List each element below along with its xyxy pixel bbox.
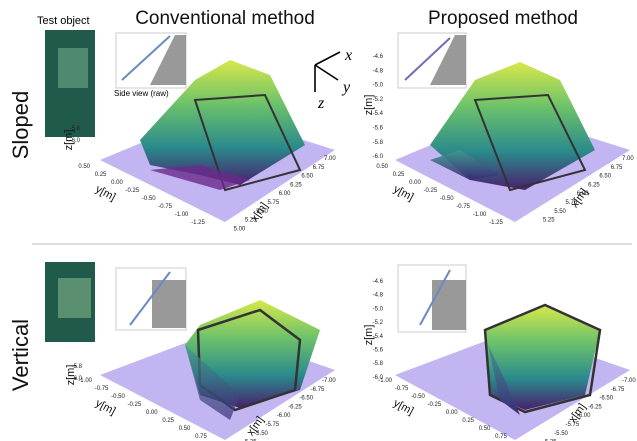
x-tick-label: 6.00: [279, 191, 291, 197]
y-tick-label: -0.50: [440, 196, 454, 202]
y-tick-label: 0.25: [95, 172, 107, 178]
x-tick-label: 7.00: [622, 156, 634, 162]
z-tick-label: -5.8: [373, 140, 384, 146]
y-axis-label: y[m]: [93, 397, 117, 417]
x-tick-label: -5.75: [266, 422, 280, 428]
axis-legend-y: y: [341, 79, 351, 96]
x-tick-label: 5.50: [554, 209, 566, 215]
y-tick-label: 0.00: [146, 410, 158, 416]
z-tick-label: -4.6: [373, 54, 384, 60]
x-tick-label: -6.50: [599, 396, 613, 402]
test-object-photo: [58, 278, 91, 318]
x-tick-label: 6.50: [301, 174, 313, 180]
z-tick-label: -4.6: [373, 279, 384, 285]
x-tick-label: 5.25: [543, 218, 555, 224]
y-tick-label: 0.00: [409, 180, 421, 186]
x-tick-label: 6.25: [290, 182, 302, 188]
y-tick-label: 0.75: [495, 434, 507, 440]
z-tick-label: -5.8: [373, 361, 384, 367]
y-axis-label: y[m]: [391, 397, 415, 417]
y-axis-label: y[m]: [93, 183, 117, 203]
x-tick-label: -5.50: [554, 431, 568, 437]
x-tick-label: 6.50: [599, 174, 611, 180]
y-axis-label: y[m]: [391, 183, 415, 203]
test-object-label: Test object: [37, 15, 90, 27]
y-tick-label: -1.00: [473, 212, 487, 218]
axes-legend: [315, 52, 340, 92]
y-tick-label: 0.25: [162, 418, 174, 424]
x-tick-label: -6.25: [288, 404, 302, 410]
x-tick-label: -7.00: [322, 378, 336, 384]
y-tick-label: 0.25: [393, 172, 405, 178]
y-tick-label: -0.75: [395, 386, 409, 392]
y-tick-label: -0.50: [142, 196, 156, 202]
x-tick-label: 5.00: [234, 226, 246, 232]
z-tick-label: -4.8: [373, 293, 384, 299]
x-tick-label: -6.50: [299, 396, 313, 402]
y-tick-label: -0.50: [111, 394, 125, 400]
y-tick-label: -0.25: [424, 188, 438, 194]
y-tick-label: -0.25: [128, 402, 142, 408]
y-tick-label: -1.25: [191, 220, 205, 226]
z-axis-label: z[m]: [363, 95, 375, 116]
row-label: Sloped: [8, 91, 33, 160]
z-tick-label: -4.8: [373, 68, 384, 74]
figure: Test object Conventional method Proposed…: [0, 0, 637, 441]
y-tick-label: 0.50: [479, 426, 491, 432]
x-tick-label: -6.75: [611, 387, 625, 393]
x-tick-label: 5.75: [268, 200, 280, 206]
y-tick-label: -1.00: [378, 378, 392, 384]
z-axis-label: z[m]: [363, 325, 375, 346]
x-tick-label: 6.25: [588, 182, 600, 188]
x-tick-label: -7.00: [622, 378, 636, 384]
z-tick-label: -5.6: [373, 348, 384, 354]
y-tick-label: 0.50: [78, 164, 90, 170]
x-tick-label: -6.75: [311, 387, 325, 393]
x-axis-label: x[m]: [569, 186, 591, 210]
y-tick-label: 0.00: [446, 410, 458, 416]
y-tick-label: -0.25: [428, 402, 442, 408]
z-axis-label: z[m]: [63, 130, 75, 151]
z-tick-label: -5.0: [373, 83, 384, 89]
axis-legend-x: x: [344, 47, 352, 64]
y-tick-label: -0.75: [456, 204, 470, 210]
y-tick-label: -0.50: [411, 394, 425, 400]
y-tick-label: -0.75: [158, 204, 172, 210]
x-tick-label: -6.25: [588, 404, 602, 410]
z-axis-label: z[m]: [65, 365, 77, 386]
z-tick-label: -5.6: [373, 126, 384, 132]
x-tick-label: 7.00: [324, 156, 336, 162]
y-tick-label: 0.00: [111, 180, 123, 186]
y-tick-label: -1.00: [78, 378, 92, 384]
y-tick-label: -1.00: [175, 212, 189, 218]
y-tick-label: 0.50: [376, 164, 388, 170]
column-title: Conventional method: [135, 8, 315, 29]
y-tick-label: -1.25: [489, 220, 503, 226]
y-tick-label: 0.75: [195, 434, 207, 440]
z-tick-label: -6.0: [373, 154, 384, 160]
column-title: Proposed method: [428, 8, 578, 29]
y-tick-label: -0.75: [95, 386, 109, 392]
inset-label: Side view (raw): [114, 89, 169, 98]
test-object-photo: [58, 48, 88, 88]
y-tick-label: -0.25: [126, 188, 140, 194]
y-tick-label: 0.25: [462, 418, 474, 424]
axis-legend-z: z: [317, 95, 325, 112]
z-tick-label: -5.0: [373, 306, 384, 312]
y-tick-label: 0.50: [179, 426, 191, 432]
row-label: Vertical: [8, 319, 33, 391]
x-tick-label: 6.75: [313, 165, 325, 171]
x-tick-label: -6.00: [277, 413, 291, 419]
x-tick-label: 6.75: [611, 165, 623, 171]
